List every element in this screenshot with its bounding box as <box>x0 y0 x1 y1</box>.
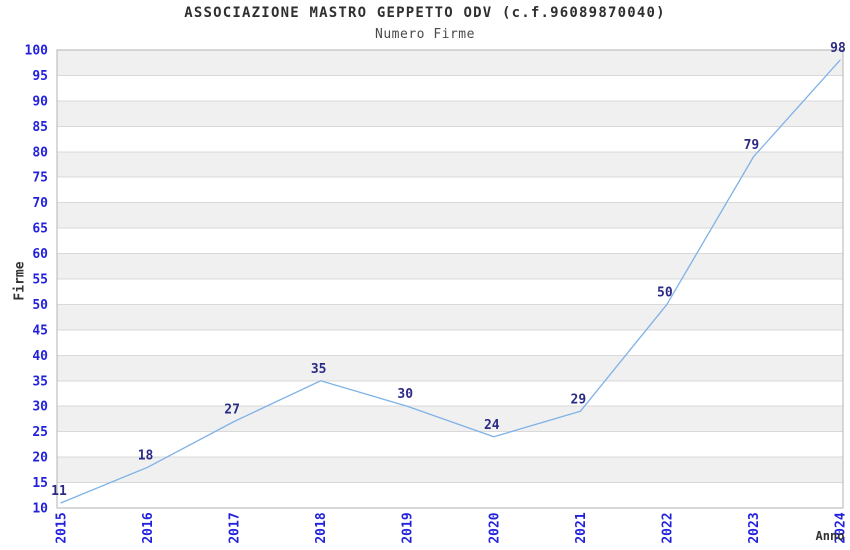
plot-band <box>57 202 843 229</box>
chart-subtitle: Numero Firme <box>375 27 475 42</box>
plot-band <box>57 100 843 127</box>
x-tick-label: 2022 <box>660 512 675 543</box>
data-point-label: 24 <box>484 418 500 433</box>
x-tick-label: 2021 <box>574 512 589 543</box>
y-tick-label: 95 <box>32 69 48 84</box>
y-tick-label: 15 <box>32 476 48 491</box>
plot-band <box>57 406 843 432</box>
x-tick-label: 2018 <box>314 512 329 543</box>
data-point-label: 29 <box>571 392 587 407</box>
y-tick-label: 10 <box>32 502 48 517</box>
x-tick-label: 2020 <box>487 512 502 543</box>
x-tick-label: 2015 <box>55 512 70 543</box>
y-tick-label: 25 <box>32 425 48 440</box>
y-tick-label: 45 <box>32 323 48 338</box>
x-axis-title: Anno <box>815 529 845 543</box>
y-tick-label: 70 <box>32 196 48 211</box>
data-point-label: 50 <box>657 285 673 300</box>
plot-border <box>56 49 844 509</box>
data-point-label: 11 <box>51 484 67 499</box>
y-tick-label: 20 <box>32 451 48 466</box>
x-tick-label: 2017 <box>228 512 243 543</box>
plot-band <box>57 304 843 330</box>
y-tick-label: 40 <box>32 349 48 364</box>
y-tick-label: 100 <box>25 44 49 59</box>
x-tick-label: 2016 <box>141 512 156 543</box>
data-point-label: 35 <box>311 362 327 377</box>
y-axis-title: Firme <box>12 261 28 301</box>
x-tick-label: 2024 <box>834 512 849 543</box>
y-tick-label: 50 <box>32 298 48 313</box>
y-tick-label: 30 <box>32 400 48 415</box>
y-tick-label: 85 <box>32 120 48 135</box>
data-point-label: 79 <box>744 138 760 153</box>
y-tick-label: 55 <box>32 273 48 288</box>
plot-band <box>57 253 843 279</box>
y-tick-label: 75 <box>32 171 48 186</box>
y-tick-label: 60 <box>32 247 48 262</box>
chart-title: ASSOCIAZIONE MASTRO GEPPETTO ODV (c.f.96… <box>184 5 666 21</box>
plot-band <box>57 355 843 381</box>
data-series-line <box>60 59 841 504</box>
data-point-label: 30 <box>397 387 413 402</box>
y-tick-label: 90 <box>32 94 48 109</box>
data-point-label: 98 <box>830 41 846 56</box>
plot-band <box>57 151 843 178</box>
x-tick-label: 2023 <box>747 512 762 543</box>
y-tick-label: 65 <box>32 222 48 237</box>
x-tick-label: 2019 <box>401 512 416 543</box>
data-point-label: 27 <box>224 402 240 417</box>
plot-band <box>57 457 843 483</box>
plot-band <box>57 50 843 76</box>
y-tick-label: 80 <box>32 145 48 160</box>
data-point-label: 18 <box>138 448 154 463</box>
y-tick-label: 35 <box>32 374 48 389</box>
